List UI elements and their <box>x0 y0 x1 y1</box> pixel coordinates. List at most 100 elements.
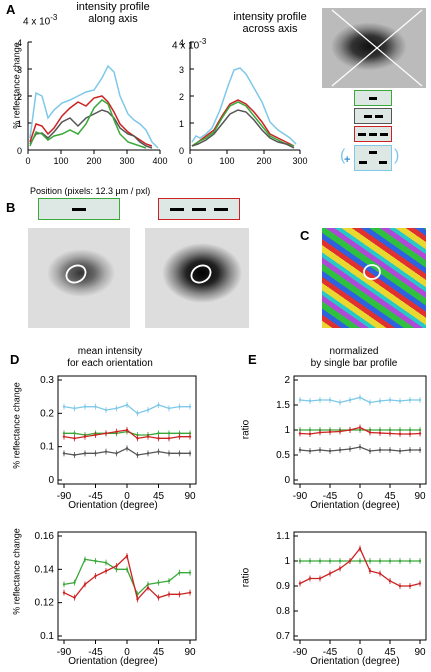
e-bottom-xtick-label: 45 <box>384 647 396 658</box>
e-top-ytick-label: 1.5 <box>276 400 290 411</box>
e-bottom-point <box>298 559 302 563</box>
e-top-point <box>328 449 332 453</box>
e-bottom-point <box>358 547 362 550</box>
d-top-point <box>115 452 118 455</box>
d-top-point <box>146 408 150 412</box>
b-image-single-bar <box>28 228 130 328</box>
e-bottom-point <box>398 584 402 588</box>
d-top-point <box>73 437 76 440</box>
d-top-ytick-label: 0 <box>48 475 54 486</box>
e-top-point <box>368 401 372 404</box>
e-top-point <box>418 432 422 435</box>
e-bottom-ytick-label: 1 <box>284 556 290 567</box>
e-bottom-point <box>378 572 382 575</box>
e-top-xtick-label: 0 <box>357 491 363 502</box>
e-top-point <box>388 398 392 402</box>
d-top-point <box>136 412 139 415</box>
e-top-chart: 21.510.50-90 -45 0 45 90 <box>276 375 427 502</box>
a-right-title-2: across axis <box>242 23 298 35</box>
a-left-ytick-4: 4 <box>17 38 22 48</box>
d-bottom-point <box>73 596 76 599</box>
b-image-three-bars <box>145 228 249 328</box>
b-roi-ellipse-single <box>65 264 87 284</box>
e-top-point <box>348 447 352 451</box>
d-top-point <box>125 403 129 407</box>
d-top-xtick-label: -45 <box>88 491 103 502</box>
a-left-title-1: intensity profile <box>76 1 150 13</box>
d-top-point <box>178 435 181 438</box>
a-left-two-bar-line <box>29 109 153 149</box>
d-bottom-point <box>73 581 76 584</box>
e-bottom-point <box>318 577 322 580</box>
a-left-plot: 4 3 2 1 0 0 100 200 300 400 <box>17 38 168 166</box>
panel-letter-d: D <box>10 352 20 367</box>
d-top-xtick-label: 90 <box>184 491 196 502</box>
e-top-point <box>308 449 312 453</box>
a-left-title-2: along axis <box>88 13 138 25</box>
a-left-ytick-1: 1 <box>17 119 22 129</box>
a-left-xtick-300: 300 <box>119 156 134 166</box>
b-stim-single-bar <box>38 198 120 220</box>
e-top-point <box>298 398 302 402</box>
e-bottom-xtick-label: 0 <box>357 647 363 658</box>
a-left-sum-line <box>29 64 159 149</box>
e-top-point <box>418 448 422 452</box>
d-top-point <box>188 432 192 435</box>
e-title-2: by single bar profile <box>310 358 398 369</box>
d-bottom-x-label: Orientation (degree) <box>68 656 158 667</box>
e-top-point <box>408 428 412 432</box>
d-top-y-label: % reflectance change <box>11 382 22 469</box>
a-right-xtick-0: 0 <box>187 156 192 166</box>
e-top-point <box>318 431 322 434</box>
d-bottom-chart: 0.16 0.14 0.12 0.1-90 -45 0 45 90 <box>35 531 197 658</box>
e-bottom-point <box>348 559 352 563</box>
e-top-point <box>368 431 372 434</box>
panel-letter-a: A <box>6 2 16 17</box>
e-top-ytick-label: 2 <box>284 375 290 386</box>
d-bottom-point <box>146 586 150 589</box>
d-bottom-frame <box>57 531 197 641</box>
d-top-point <box>178 405 181 408</box>
e-top-point <box>398 399 402 403</box>
e-bottom-point <box>368 559 372 563</box>
d-bottom-y-label: % reflectance change <box>11 528 22 615</box>
d-top-point <box>83 435 87 438</box>
e-bottom-point <box>358 559 362 563</box>
panel-letter-e: E <box>248 352 257 367</box>
d-top-point <box>167 432 171 435</box>
d-top-point <box>94 433 97 437</box>
e-top-point <box>318 398 322 402</box>
d-bottom-point <box>178 593 181 596</box>
d-bottom-point <box>136 598 139 601</box>
e-bottom-ytick-label: 1.1 <box>276 531 290 542</box>
a-right-plot: 4 3 2 1 0 0 100 200 300 <box>179 38 308 166</box>
a-right-ytick-1: 1 <box>179 119 184 129</box>
d-top-point <box>115 407 118 410</box>
e-top-point <box>358 426 362 429</box>
e-top-ytick-label: 1 <box>284 425 290 436</box>
legend-plus: + <box>344 154 351 166</box>
d-top-xtick-label: 0 <box>124 491 130 502</box>
e-bottom-chart: 1.1 1 0.9 0.8 0.7-90 -45 0 45 90 <box>276 531 427 658</box>
d-bottom-point <box>83 558 87 561</box>
d-top-point <box>125 428 129 432</box>
e-bottom-point <box>408 584 412 588</box>
e-top-point <box>308 428 312 432</box>
d-bottom-xtick-label: -90 <box>57 647 72 658</box>
a-left-ytick-3: 3 <box>17 65 22 75</box>
d-bottom-point <box>115 564 118 568</box>
d-top-point <box>136 437 139 440</box>
e-top-point <box>348 398 352 402</box>
a-left-ytick-0: 0 <box>17 146 22 156</box>
a-right-two-bar-line <box>191 109 295 149</box>
d-top-point <box>157 437 160 440</box>
d-top-point <box>73 432 76 435</box>
e-top-point <box>388 428 392 432</box>
d-top-point <box>94 452 97 455</box>
d-top-point <box>83 405 87 408</box>
e-bottom-point <box>328 559 332 563</box>
d-bottom-point <box>167 593 171 596</box>
e-top-point <box>418 428 422 432</box>
e-top-ytick-label: 0 <box>284 475 290 486</box>
e-top-ytick-label: 0.5 <box>276 450 290 461</box>
